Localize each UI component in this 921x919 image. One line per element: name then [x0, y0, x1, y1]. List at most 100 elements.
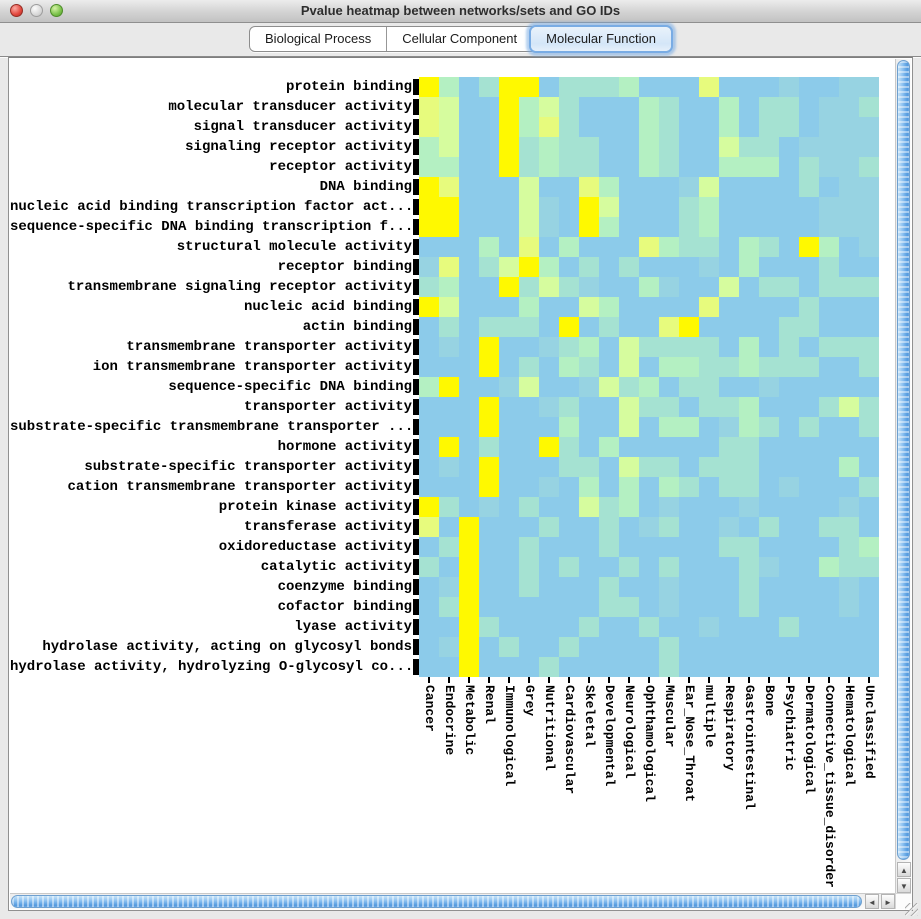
heatmap-cell: [459, 417, 479, 437]
heatmap-cell: [639, 217, 659, 237]
heatmap-cell: [699, 537, 719, 557]
heatmap-cell: [679, 357, 699, 377]
heatmap-cell: [679, 597, 699, 617]
heatmap-cell: [699, 217, 719, 237]
heatmap-cell: [539, 97, 559, 117]
heatmap-cell: [659, 377, 679, 397]
heatmap-cell: [479, 377, 499, 397]
horizontal-scrollbar-thumb[interactable]: [11, 895, 862, 908]
heatmap-cell: [479, 637, 499, 657]
heatmap-cell: [519, 237, 539, 257]
heatmap-cell: [779, 237, 799, 257]
heatmap-cell: [759, 357, 779, 377]
heatmap-cell: [699, 557, 719, 577]
column-tick: [748, 677, 750, 683]
close-button[interactable]: [10, 4, 23, 17]
heatmap-cell: [499, 277, 519, 297]
resize-grip[interactable]: [905, 903, 918, 916]
heatmap-cell: [739, 117, 759, 137]
horizontal-scrollbar[interactable]: ◄ ►: [10, 893, 895, 909]
vertical-scrollbar[interactable]: ▲ ▼: [895, 59, 911, 893]
heatmap-cell: [759, 237, 779, 257]
heatmap-cell: [659, 277, 679, 297]
heatmap-cell: [539, 597, 559, 617]
heatmap-cell: [459, 617, 479, 637]
scroll-up-button[interactable]: ▲: [897, 862, 911, 877]
heatmap-cell: [559, 457, 579, 477]
heatmap-cell: [639, 657, 659, 677]
heatmap-cell: [639, 417, 659, 437]
tab-cellular-component[interactable]: Cellular Component: [386, 27, 532, 51]
heatmap-cell: [799, 577, 819, 597]
heatmap-cell: [639, 457, 659, 477]
heatmap-cell: [739, 217, 759, 237]
heatmap-cell: [579, 577, 599, 597]
heatmap-cell: [539, 137, 559, 157]
scroll-right-button[interactable]: ►: [881, 894, 895, 909]
heatmap-cell: [779, 537, 799, 557]
heatmap-cell: [659, 537, 679, 557]
heatmap-cell: [519, 557, 539, 577]
heatmap-cell: [739, 657, 759, 677]
scroll-left-button[interactable]: ◄: [865, 894, 879, 909]
zoom-button[interactable]: [50, 4, 63, 17]
heatmap-cell: [819, 277, 839, 297]
heatmap-cell: [859, 377, 879, 397]
heatmap-cell: [599, 177, 619, 197]
scroll-down-button[interactable]: ▼: [897, 878, 911, 893]
heatmap-cell: [459, 137, 479, 157]
heatmap-cell: [719, 177, 739, 197]
heatmap-cell: [839, 357, 859, 377]
minimize-button[interactable]: [30, 4, 43, 17]
heatmap-cell: [719, 657, 739, 677]
scroll-left-icon: ◄: [868, 898, 876, 907]
heatmap-cell: [419, 157, 439, 177]
heatmap-cell: [819, 97, 839, 117]
row-label: hormone activity: [277, 439, 412, 455]
heatmap-cell: [779, 97, 799, 117]
tab-molecular-function[interactable]: Molecular Function: [531, 27, 671, 51]
heatmap-cell: [819, 577, 839, 597]
tab-biological-process[interactable]: Biological Process: [265, 31, 372, 46]
heatmap-cell: [819, 177, 839, 197]
heatmap-cell: [479, 357, 499, 377]
column-tick: [788, 677, 790, 683]
heatmap-cell: [859, 397, 879, 417]
heatmap-cell: [519, 377, 539, 397]
heatmap-cell: [459, 357, 479, 377]
heatmap-cell: [759, 77, 779, 97]
heatmap-cell: [839, 317, 859, 337]
heatmap-cell: [819, 477, 839, 497]
heatmap-cell: [679, 397, 699, 417]
heatmap-cell: [459, 217, 479, 237]
heatmap-cell: [519, 197, 539, 217]
heatmap-cell: [559, 217, 579, 237]
heatmap-cell: [839, 117, 859, 137]
row-label: sequence-specific DNA binding transcript…: [10, 219, 414, 235]
heatmap-cell: [459, 77, 479, 97]
heatmap-cell: [459, 637, 479, 657]
heatmap-cell: [579, 217, 599, 237]
heatmap-cell: [839, 477, 859, 497]
heatmap-cell: [799, 557, 819, 577]
heatmap-cell: [819, 137, 839, 157]
heatmap-cell: [859, 477, 879, 497]
heatmap-cell: [619, 357, 639, 377]
heatmap-cell: [599, 377, 619, 397]
row-label: DNA binding: [319, 179, 412, 195]
heatmap-cell: [839, 397, 859, 417]
heatmap-cell: [719, 337, 739, 357]
heatmap-cell: [599, 217, 619, 237]
heatmap-cell: [799, 457, 819, 477]
heatmap-cell: [779, 597, 799, 617]
heatmap-cell: [539, 217, 559, 237]
titlebar[interactable]: Pvalue heatmap between networks/sets and…: [0, 0, 921, 23]
heatmap-cell: [599, 537, 619, 557]
heatmap-cell: [579, 397, 599, 417]
vertical-scrollbar-thumb[interactable]: [897, 60, 910, 860]
row-tick: [413, 599, 419, 615]
heatmap-cell: [559, 377, 579, 397]
heatmap-cell: [599, 557, 619, 577]
heatmap-cell: [659, 157, 679, 177]
heatmap-cell: [799, 417, 819, 437]
